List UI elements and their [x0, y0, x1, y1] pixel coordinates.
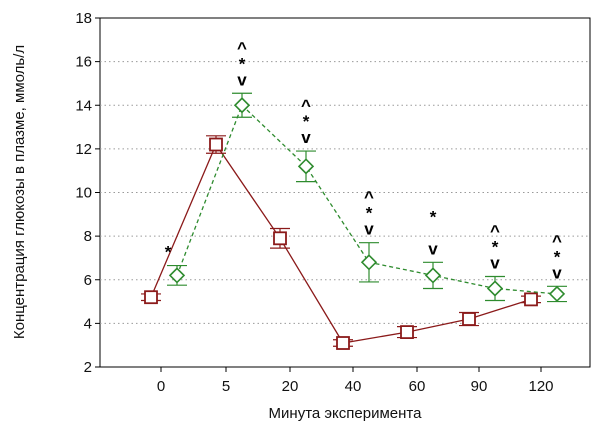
data-point-square: [336, 336, 350, 350]
data-point-diamond: [424, 267, 442, 284]
y-tick-label: 16: [75, 54, 92, 71]
series-2: [167, 92, 567, 303]
data-point-diamond: [297, 158, 315, 175]
x-tick-label: 90: [471, 378, 488, 395]
significance-marker: * v: [428, 207, 438, 258]
data-point-square: [144, 290, 158, 305]
annotations: * ^ * v ^ * v ^ * v * v ^ * v ^ * v: [165, 38, 563, 282]
x-tick-label: 5: [222, 378, 230, 395]
y-tick-label: 6: [84, 272, 92, 289]
grid: [100, 61, 590, 324]
x-axis: 0 5 20 40 60 90 120: [157, 367, 554, 395]
x-tick-label: 0: [157, 378, 165, 395]
data-point-square: [273, 231, 287, 246]
data-point-square: [462, 312, 476, 326]
series-group: [141, 92, 567, 350]
y-tick-label: 4: [84, 315, 92, 332]
x-tick-label: 120: [528, 378, 553, 395]
series-1: [141, 135, 541, 350]
y-tick-label: 18: [75, 10, 92, 27]
significance-marker: ^ * v: [301, 96, 311, 147]
significance-marker: ^ * v: [237, 38, 247, 89]
y-axis-title: Концентрация глюкозы в плазме, ммоль/л: [11, 45, 28, 339]
x-tick-label: 20: [282, 378, 299, 395]
x-tick-label: 60: [409, 378, 426, 395]
y-tick-label: 2: [84, 359, 92, 376]
data-point-diamond: [168, 267, 186, 284]
data-point-square: [524, 292, 538, 307]
significance-marker: ^ * v: [364, 188, 374, 239]
significance-marker: *: [165, 243, 172, 262]
significance-marker: ^ * v: [490, 221, 500, 272]
data-point-square: [209, 137, 223, 152]
y-tick-label: 12: [75, 141, 92, 158]
y-tick-label: 14: [75, 97, 92, 114]
data-point-diamond: [360, 254, 378, 271]
y-tick-label: 8: [84, 228, 92, 245]
y-axis: 2 4 6 8 10 12 14 16 18: [75, 10, 100, 376]
x-tick-label: 40: [345, 378, 362, 395]
significance-marker: ^ * v: [552, 231, 562, 282]
y-tick-label: 10: [75, 185, 92, 202]
data-point-square: [400, 325, 414, 340]
data-point-diamond: [548, 285, 566, 303]
x-axis-title: Минута эксперимента: [269, 405, 423, 422]
data-point-diamond: [233, 97, 251, 114]
data-point-diamond: [486, 280, 504, 297]
